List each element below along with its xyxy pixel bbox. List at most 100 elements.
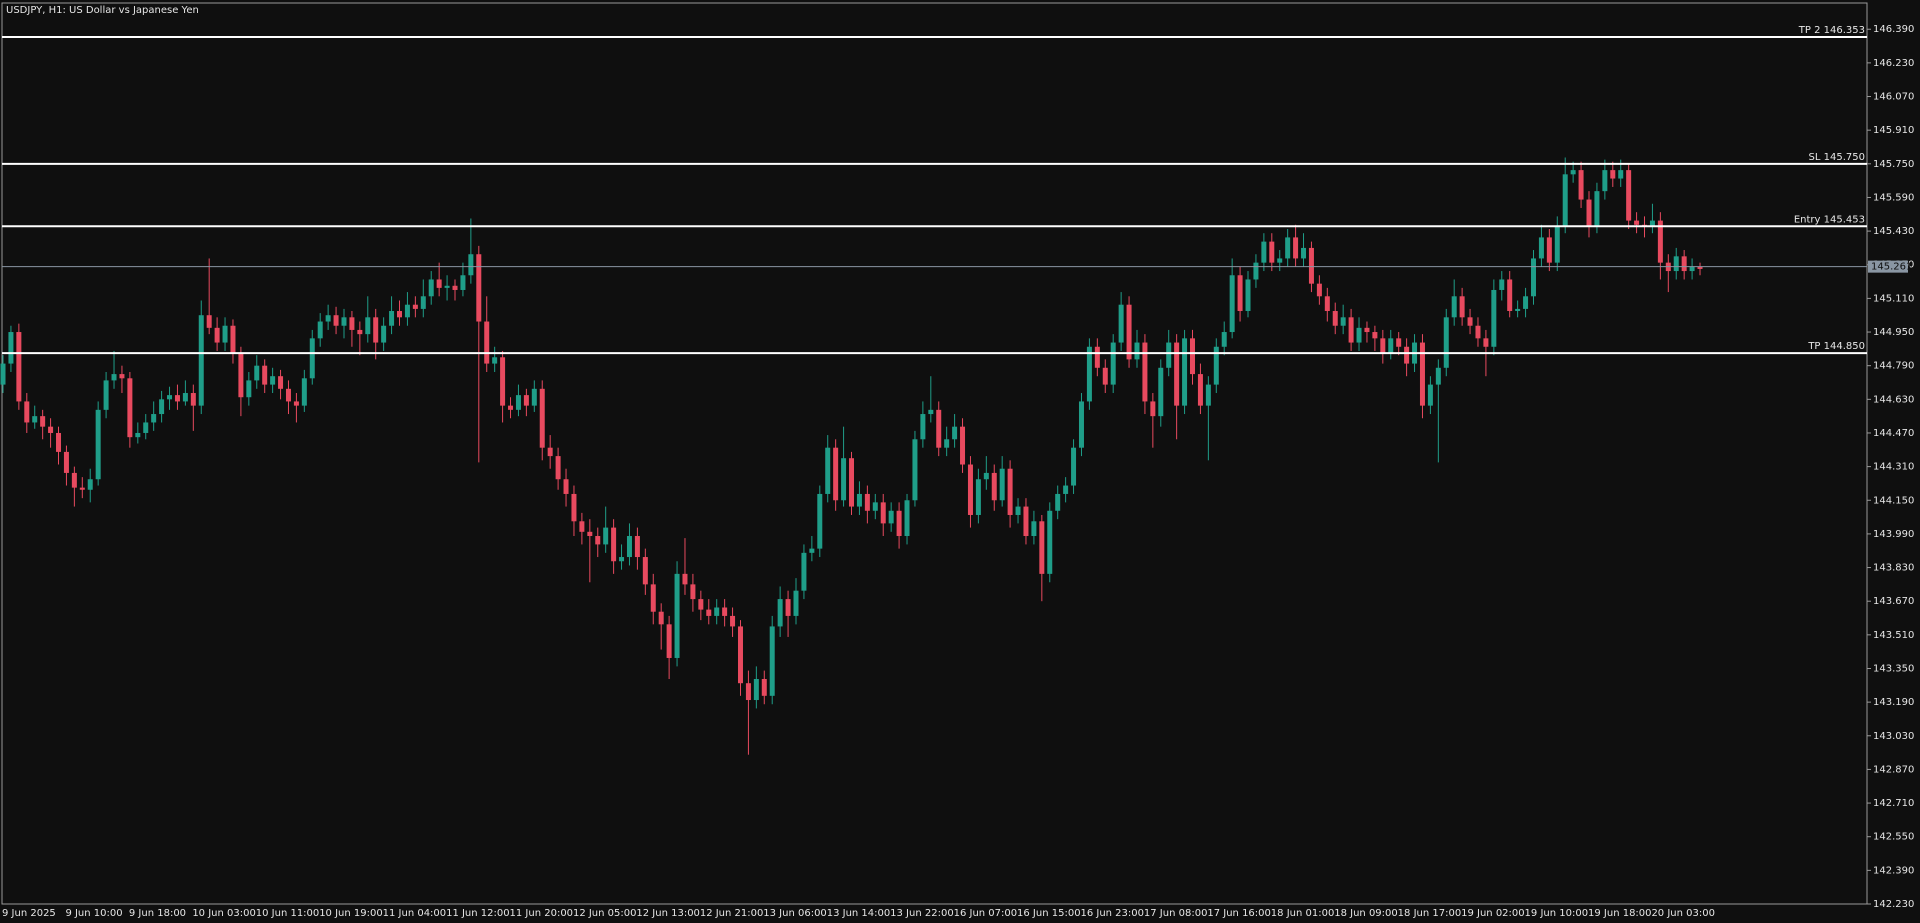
- candle-body: [809, 548, 815, 553]
- candle-body: [103, 380, 109, 410]
- candle-body: [1102, 367, 1108, 385]
- candle-body: [1546, 237, 1552, 263]
- x-tick-label: 11 Jun 20:00: [510, 908, 574, 919]
- candle-body: [1245, 279, 1251, 312]
- candle-body: [1657, 220, 1663, 263]
- candle-body: [111, 374, 117, 381]
- y-tick-label: 143.990: [1873, 529, 1914, 540]
- candle-body: [888, 510, 894, 524]
- candle-body: [991, 472, 997, 501]
- candle-body: [587, 531, 593, 537]
- y-tick-label: 142.710: [1873, 798, 1914, 809]
- y-tick-label: 144.150: [1873, 495, 1914, 506]
- candle-body: [127, 378, 133, 438]
- candle-body: [1142, 342, 1148, 402]
- candle-body: [944, 439, 950, 448]
- x-tick-label: 13 Jun 06:00: [763, 908, 827, 919]
- candle-body: [198, 315, 204, 406]
- candle-body: [1182, 338, 1188, 406]
- candle-body: [563, 479, 569, 494]
- bid-label: 145.261: [1871, 262, 1912, 273]
- candle-body: [896, 510, 902, 537]
- bid-label-box: [1868, 260, 1908, 273]
- candle-body: [674, 573, 680, 658]
- candle-body: [904, 500, 910, 537]
- y-tick-label: 143.510: [1873, 630, 1914, 641]
- candle-body: [1602, 170, 1608, 192]
- y-tick-label: 146.230: [1873, 58, 1914, 69]
- y-tick-label: 145.430: [1873, 226, 1914, 237]
- x-tick-label: 9 Jun 2025: [2, 908, 56, 919]
- x-tick-label: 19 Jun 02:00: [1461, 908, 1525, 919]
- candle-body: [975, 479, 981, 515]
- candle-body: [547, 447, 553, 457]
- candle-body: [1697, 266, 1703, 269]
- candle-body: [1594, 191, 1600, 227]
- candle-body: [960, 426, 966, 465]
- candle-body: [1324, 296, 1330, 312]
- candle-body: [1277, 258, 1283, 263]
- candle-body: [420, 296, 426, 309]
- y-tick-label: 145.910: [1873, 125, 1914, 136]
- candle-body: [182, 393, 188, 402]
- candle-body: [690, 584, 696, 600]
- candle-body: [745, 683, 751, 701]
- x-tick-label: 17 Jun 08:00: [1144, 908, 1208, 919]
- candle-body: [476, 254, 482, 322]
- candle-body: [293, 401, 299, 406]
- candle-body: [1578, 170, 1584, 200]
- candle-body: [619, 557, 625, 562]
- x-tick-label: 10 Jun 19:00: [319, 908, 383, 919]
- candle-body: [492, 357, 498, 364]
- candle-body: [1673, 256, 1679, 272]
- candle-body: [1174, 342, 1180, 406]
- candle-body: [16, 332, 22, 402]
- candle-body: [777, 599, 783, 627]
- candle-body: [864, 493, 870, 511]
- candle-body: [1190, 338, 1195, 375]
- candle-body: [365, 317, 371, 335]
- candle-body: [174, 395, 180, 402]
- candle-body: [872, 502, 878, 511]
- x-tick-label: 19 Jun 18:00: [1588, 908, 1652, 919]
- x-tick-label: 11 Jun 12:00: [446, 908, 510, 919]
- candle-body: [428, 279, 434, 297]
- candle-body: [159, 399, 165, 415]
- candle-body: [936, 409, 942, 448]
- candle-body: [1380, 338, 1386, 354]
- candle-body: [1205, 384, 1211, 406]
- level-label: TP 144.850: [1807, 341, 1865, 352]
- candle-body: [404, 304, 410, 318]
- candle-body: [48, 426, 54, 433]
- candle-body: [523, 395, 529, 406]
- candle-body: [500, 357, 506, 406]
- x-tick-label: 13 Jun 22:00: [890, 908, 954, 919]
- x-tick-label: 9 Jun 18:00: [129, 908, 186, 919]
- candle-body: [1118, 304, 1124, 343]
- candle-body: [278, 376, 284, 389]
- candle-body: [579, 521, 585, 532]
- y-tick-label: 145.590: [1873, 192, 1914, 203]
- candle-body: [801, 552, 807, 591]
- candle-body: [1618, 170, 1624, 179]
- y-tick-label: 146.070: [1873, 92, 1914, 103]
- x-tick-label: 19 Jun 10:00: [1525, 908, 1589, 919]
- candle-body: [603, 527, 609, 545]
- candle-body: [722, 607, 728, 616]
- candle-body: [634, 536, 640, 558]
- candle-body: [1427, 384, 1433, 406]
- x-tick-label: 13 Jun 14:00: [827, 908, 891, 919]
- candle-body: [206, 315, 212, 328]
- candle-body: [40, 416, 46, 427]
- candle-body: [1063, 485, 1069, 494]
- x-tick-label: 16 Jun 15:00: [1017, 908, 1081, 919]
- x-tick-label: 18 Jun 09:00: [1334, 908, 1398, 919]
- candle-body: [849, 458, 855, 507]
- candle-body: [1634, 220, 1640, 225]
- candle-body: [1451, 296, 1457, 318]
- candle-body: [270, 376, 276, 385]
- candle-body: [1507, 279, 1513, 312]
- candle-body: [389, 311, 395, 326]
- candle-body: [135, 432, 141, 438]
- x-tick-label: 20 Jun 03:00: [1651, 908, 1715, 919]
